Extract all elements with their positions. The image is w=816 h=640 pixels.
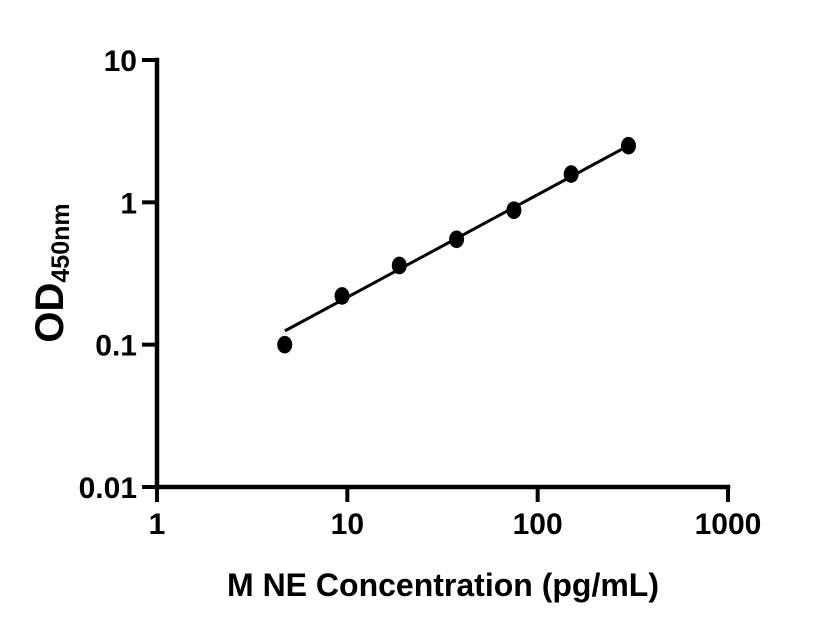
- data-point: [506, 201, 522, 220]
- x-tick-label: 10: [331, 508, 364, 541]
- y-axis-title: OD450nm: [28, 203, 75, 342]
- y-axis-title-subscript: 450nm: [47, 203, 75, 282]
- y-tick-label: 10: [104, 45, 137, 78]
- y-tick-label: 0.1: [95, 330, 137, 363]
- data-point: [277, 335, 293, 354]
- data-point: [391, 256, 407, 275]
- axes-layer: 0.01 0.1 1 10 1 10 100 1000: [79, 45, 762, 541]
- data-point: [620, 136, 636, 155]
- x-axis-title: M NE Concentration (pg/mL): [227, 567, 659, 603]
- y-tick-label: 0.01: [79, 472, 137, 505]
- x-tick-label: 1: [149, 508, 166, 541]
- y-axis-title-main: OD: [28, 283, 72, 343]
- data-point: [563, 165, 579, 183]
- x-tick-label: 100: [513, 508, 563, 541]
- data-point: [334, 287, 350, 305]
- data-point: [449, 230, 465, 249]
- x-tick-label: 1000: [695, 508, 762, 541]
- y-tick-label: 1: [120, 187, 137, 220]
- data-points-layer: [277, 136, 636, 354]
